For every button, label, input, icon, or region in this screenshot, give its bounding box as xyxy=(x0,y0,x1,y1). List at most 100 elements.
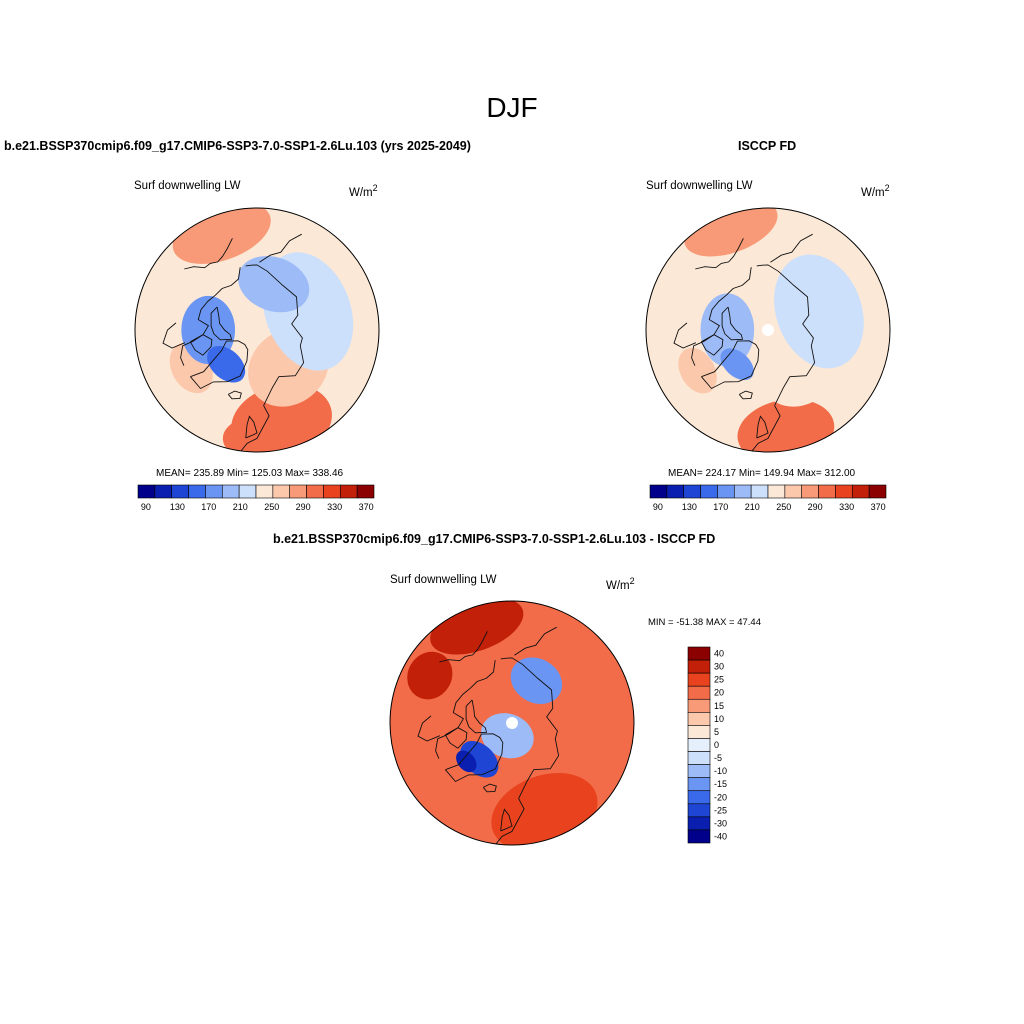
panel1-coastline-1 xyxy=(180,267,241,366)
panel3-colorbar-cell-12 xyxy=(687,803,711,818)
panel3-coastline-2 xyxy=(500,657,560,799)
panel1-colorbar-tick-7: 370 xyxy=(359,502,374,512)
panel2-coastline-1 xyxy=(691,267,752,366)
panel2-title: ISCCP FD xyxy=(738,139,797,153)
panel3-region-7 xyxy=(456,750,477,773)
panel3-colorbar-cell-0 xyxy=(687,646,711,661)
panel3-colorbar-tick-14: -40 xyxy=(714,831,727,841)
panel1-colorbar-cell-7 xyxy=(255,484,274,499)
panel2-coastline-5 xyxy=(756,415,769,439)
panel1-colorbar-tick-0: 90 xyxy=(141,502,151,512)
panel2-colorbar-cell-12 xyxy=(851,484,870,499)
panel1-colorbar-cell-9 xyxy=(289,484,307,499)
panel2-colorbar-cell-10 xyxy=(818,484,836,499)
panel2-colorbar-tick-1: 130 xyxy=(682,502,697,512)
panel2-colorbar-tick-3: 210 xyxy=(745,502,760,512)
panel2-region-4 xyxy=(774,254,864,369)
panel3-coastline-9 xyxy=(514,626,557,656)
panel2-colorbar-cell-1 xyxy=(666,484,685,499)
panel3-coastline-3 xyxy=(489,798,525,845)
panel2-colorbar-cell-7 xyxy=(767,484,786,499)
panel2-coastline-0 xyxy=(701,340,760,390)
panel1-colorbar-cell-5 xyxy=(221,484,240,499)
panel2-map xyxy=(646,208,890,452)
panel1-coastline-6 xyxy=(210,306,233,341)
panel3-colorbar-tick-4: 15 xyxy=(714,701,724,711)
panel3-region-2 xyxy=(561,666,624,752)
panel1-colorbar-tick-1: 130 xyxy=(170,502,185,512)
panel3-colorbar-cell-6 xyxy=(687,725,711,739)
panel1-region-6 xyxy=(238,255,310,313)
panel2-colorbar-cell-9 xyxy=(801,484,819,499)
panel2-region-2 xyxy=(678,347,717,394)
panel1-coastline-0 xyxy=(190,340,249,390)
panel3-coastline-6 xyxy=(465,699,488,734)
panel1-colorbar-tick-3: 210 xyxy=(233,502,248,512)
panel3-colorbar-cell-11 xyxy=(687,790,711,805)
panel3-variable-label: Surf downwelling LW xyxy=(390,574,497,586)
panel1-unit-base: W/m xyxy=(349,186,373,199)
panel2-colorbar-tick-5: 290 xyxy=(808,502,823,512)
panel1-colorbar-tick-6: 330 xyxy=(327,502,342,512)
panel3-colorbar-tick-13: -30 xyxy=(714,818,727,828)
panel1-colorbar-tick-2: 170 xyxy=(201,502,216,512)
panel1-colorbar-cell-1 xyxy=(154,484,173,499)
panel3-map xyxy=(390,601,634,845)
panel1-coastline-7 xyxy=(189,334,213,356)
panel2-colorbar-cell-4 xyxy=(717,484,735,499)
panel1-colorbar-cell-2 xyxy=(171,484,189,499)
panel1-stats: MEAN= 235.89 Min= 125.03 Max= 338.46 xyxy=(156,468,344,479)
panel3-colorbar-tick-12: -25 xyxy=(714,805,727,815)
panel1-colorbar-cell-6 xyxy=(238,484,257,499)
panel3-colorbar-cell-3 xyxy=(687,685,711,700)
panel2-colorbar-cell-5 xyxy=(733,484,752,499)
panel3-colorbar-tick-7: 0 xyxy=(714,740,719,750)
panel3-title: b.e21.BSSP370cmip6.f09_g17.CMIP6-SSP3-7.… xyxy=(273,532,716,546)
panel2-variable-label: Surf downwelling LW xyxy=(646,180,753,192)
panel3-region-5 xyxy=(510,657,563,705)
panel1-coastline-5 xyxy=(245,415,258,439)
panel1-region-8 xyxy=(207,345,246,383)
panel1-colorbar-tick-5: 290 xyxy=(296,502,311,512)
panel3-colorbar-tick-3: 20 xyxy=(714,688,724,698)
panel2-colorbar-tick-4: 250 xyxy=(776,502,791,512)
panel2-coastline-2 xyxy=(756,264,816,406)
panel3-coastline-5 xyxy=(500,808,513,832)
panel3-map-border xyxy=(389,600,635,846)
panel1-map xyxy=(135,208,379,452)
panel1-colorbar-cell-13 xyxy=(356,484,375,499)
panel2-colorbar-cell-6 xyxy=(750,484,769,499)
panel2-coastline-7 xyxy=(700,334,724,356)
panel2-colorbar-cell-2 xyxy=(683,484,701,499)
panel3-colorbar-cell-5 xyxy=(687,712,711,726)
panel3-colorbar-tick-5: 10 xyxy=(714,714,724,724)
panel2-coastline-8 xyxy=(673,322,697,349)
panel3-unit-exp: 2 xyxy=(629,576,635,586)
panel2-colorbar-cell-3 xyxy=(700,484,718,499)
panel2-region-5 xyxy=(700,293,755,367)
panel3-colorbar-tick-10: -15 xyxy=(714,779,727,789)
panel1-colorbar-cell-8 xyxy=(272,484,291,499)
panel3-colorbar-cell-14 xyxy=(687,829,711,844)
panel2-map-border xyxy=(645,207,891,453)
panel1-coastline-9 xyxy=(259,233,302,263)
panel1-colorbar-cell-0 xyxy=(137,484,156,499)
panel2-coastline-6 xyxy=(721,306,744,341)
panel3-colorbar-tick-6: 5 xyxy=(714,727,719,737)
panel2-coastline-3 xyxy=(745,405,781,452)
panel3-colorbar-cell-8 xyxy=(687,751,711,765)
panel2-region-6 xyxy=(720,348,754,381)
panel3-pole-mask xyxy=(506,717,518,729)
panel3-colorbar-cell-10 xyxy=(687,777,711,792)
panel1-coastline-10 xyxy=(184,238,233,270)
panel2-colorbar-tick-2: 170 xyxy=(713,502,728,512)
panel1-variable-label: Surf downwelling LW xyxy=(134,180,241,192)
panel3-region-4 xyxy=(481,713,534,759)
page-title: DJF xyxy=(486,92,538,123)
panel3-coastline-1 xyxy=(435,660,496,759)
panel3-colorbar-tick-9: -10 xyxy=(714,766,727,776)
panel2-colorbar-cell-0 xyxy=(649,484,668,499)
panel1-colorbar: 90 130 170 210 250 290 330 370 xyxy=(137,484,375,512)
panel3-coastline-7 xyxy=(444,727,468,749)
